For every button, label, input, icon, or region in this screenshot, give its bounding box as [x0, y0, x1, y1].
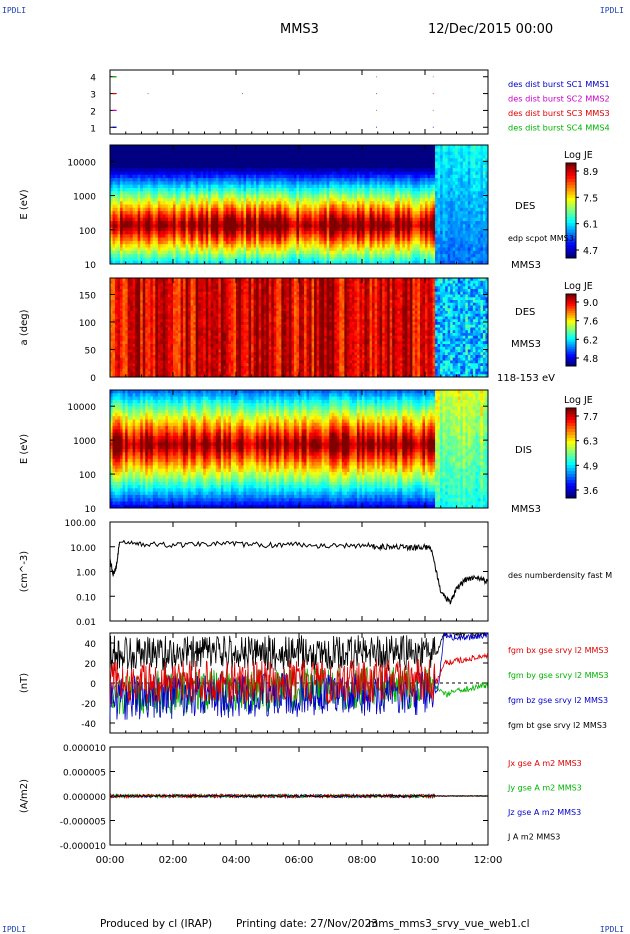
- burst-ytick-label: 2: [90, 107, 96, 117]
- burst-ytick-label: 4: [90, 74, 96, 84]
- burst-legend-entry: des dist burst SC3 MMS3: [508, 108, 610, 118]
- burst-ytick-label: 1: [90, 124, 96, 134]
- burst-frame: [110, 70, 488, 134]
- burst-legend-entry: des dist burst SC2 MMS2: [508, 94, 610, 104]
- burst-legend-entry: des dist burst SC1 MMS1: [508, 79, 610, 89]
- burst-legend-entry: des dist burst SC4 MMS4: [508, 123, 610, 133]
- burst-ytick-label: 3: [90, 91, 96, 101]
